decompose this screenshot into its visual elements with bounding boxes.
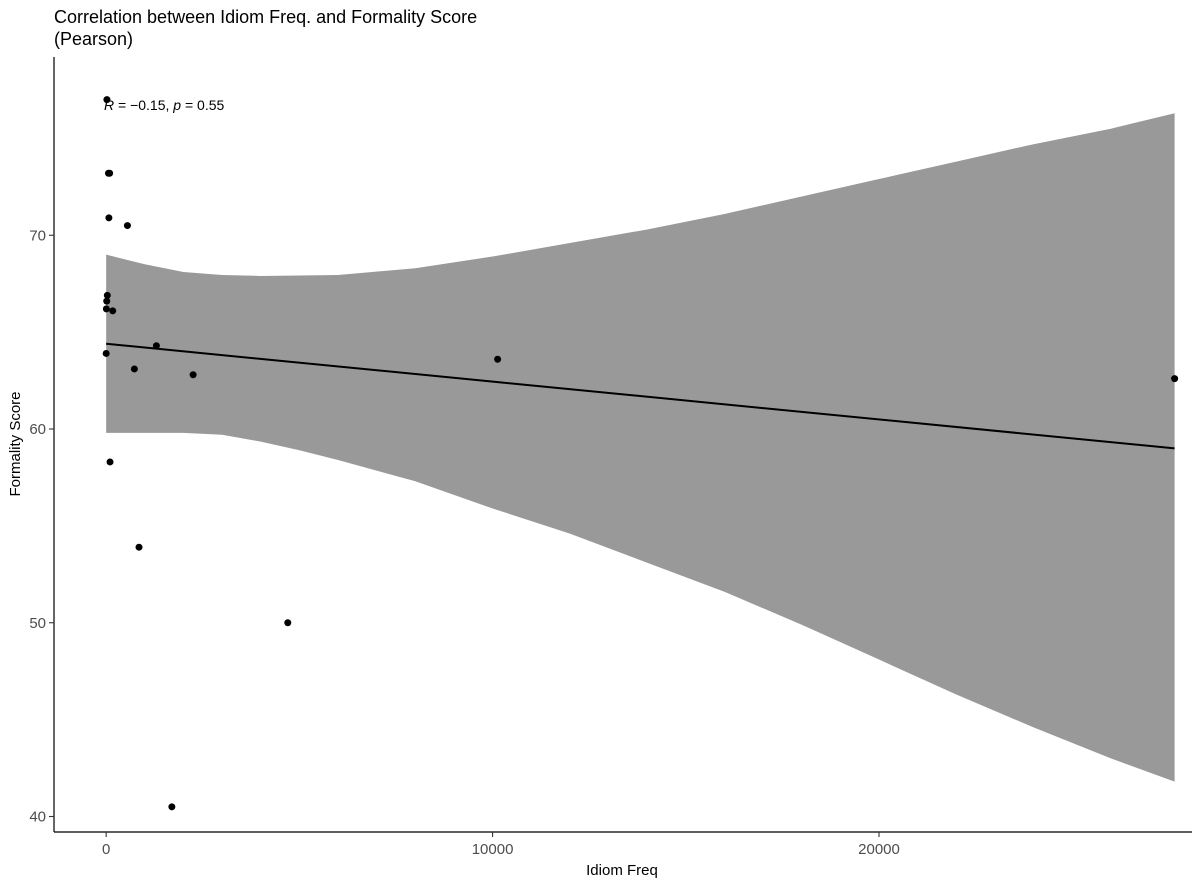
y-tick-label: 50 <box>29 615 46 632</box>
p-symbol: p <box>172 97 181 113</box>
data-point <box>103 291 111 299</box>
x-tick-label: 20000 <box>858 841 900 858</box>
data-point <box>1171 375 1179 383</box>
data-point <box>103 96 111 104</box>
data-point <box>135 543 143 551</box>
r-value: = −0.15, <box>114 97 173 113</box>
data-point <box>103 297 111 305</box>
data-point <box>284 619 292 627</box>
data-point <box>102 349 110 357</box>
r-symbol: R <box>104 97 114 113</box>
chart-title: Correlation between Idiom Freq. and Form… <box>54 7 477 27</box>
data-point <box>494 355 502 363</box>
y-tick-label: 60 <box>29 421 46 438</box>
data-point <box>130 365 138 373</box>
plot-area: 0 10000 20000 40 50 60 70 <box>29 57 1192 858</box>
correlation-stat-label: R = −0.15, p = 0.55 <box>104 97 225 113</box>
data-point <box>168 803 176 811</box>
data-point <box>109 307 117 315</box>
y-tick-label: 70 <box>29 227 46 244</box>
data-point <box>189 371 197 379</box>
data-point <box>106 169 114 177</box>
x-tick-label: 10000 <box>472 841 514 858</box>
data-point <box>152 342 160 350</box>
regression-line <box>106 342 1175 450</box>
data-point <box>123 222 131 230</box>
confidence-band <box>106 113 1175 782</box>
x-tick-label: 0 <box>102 841 110 858</box>
data-point <box>106 458 114 466</box>
y-tick-label: 40 <box>29 809 46 826</box>
p-value: = 0.55 <box>181 97 224 113</box>
chart-subtitle: (Pearson) <box>54 29 133 49</box>
data-point <box>105 214 113 222</box>
x-axis-title: Idiom Freq <box>586 862 658 879</box>
y-axis-title: Formality Score <box>7 391 24 496</box>
data-point <box>102 305 110 313</box>
